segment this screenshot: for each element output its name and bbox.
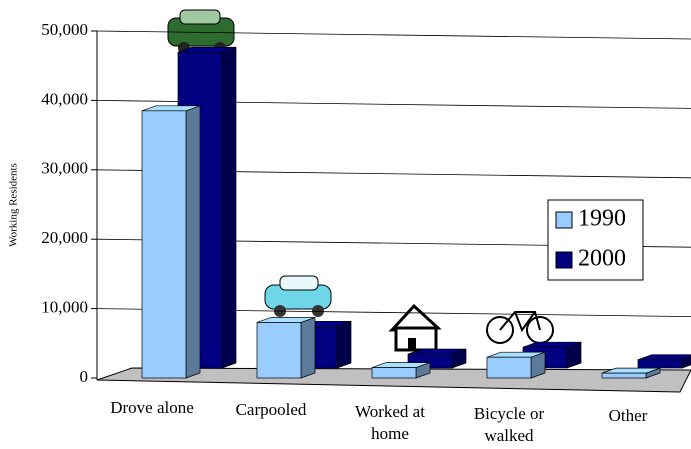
bicycle-icon — [486, 311, 554, 344]
legend-label: 2000 — [578, 246, 626, 272]
x-tick-label: Bicycle or walked — [473, 404, 545, 445]
bar — [486, 356, 532, 379]
y-tick-label: 40,000 — [41, 89, 88, 108]
y-tick-label: 10,000 — [41, 298, 88, 317]
bar — [256, 322, 302, 379]
bar — [141, 110, 187, 379]
bar — [371, 367, 417, 379]
y-tick-label: 50,000 — [41, 20, 88, 39]
y-tick-label: 20,000 — [41, 228, 88, 247]
bar-side — [336, 320, 352, 369]
legend-swatch — [555, 251, 573, 269]
grid-line — [96, 30, 691, 40]
bar-side — [300, 316, 316, 379]
bar — [637, 359, 683, 369]
bar — [601, 372, 647, 379]
x-tick-label: Worked at home — [355, 402, 425, 443]
y-tick-label: 0 — [80, 367, 89, 386]
y-axis-label: Working Residents — [8, 163, 20, 247]
bar-side — [185, 105, 201, 379]
bar-top — [637, 354, 691, 361]
x-tick-label: Carpooled — [235, 400, 307, 419]
carpool-icon — [264, 275, 332, 317]
legend-swatch — [555, 211, 573, 229]
x-tick-label: Drove alone — [110, 398, 194, 417]
house-icon — [388, 303, 442, 352]
legend-label: 1990 — [578, 206, 626, 232]
bar-side — [221, 46, 237, 369]
x-tick-label: Other — [608, 406, 648, 425]
y-tick-label: 30,000 — [41, 159, 88, 178]
